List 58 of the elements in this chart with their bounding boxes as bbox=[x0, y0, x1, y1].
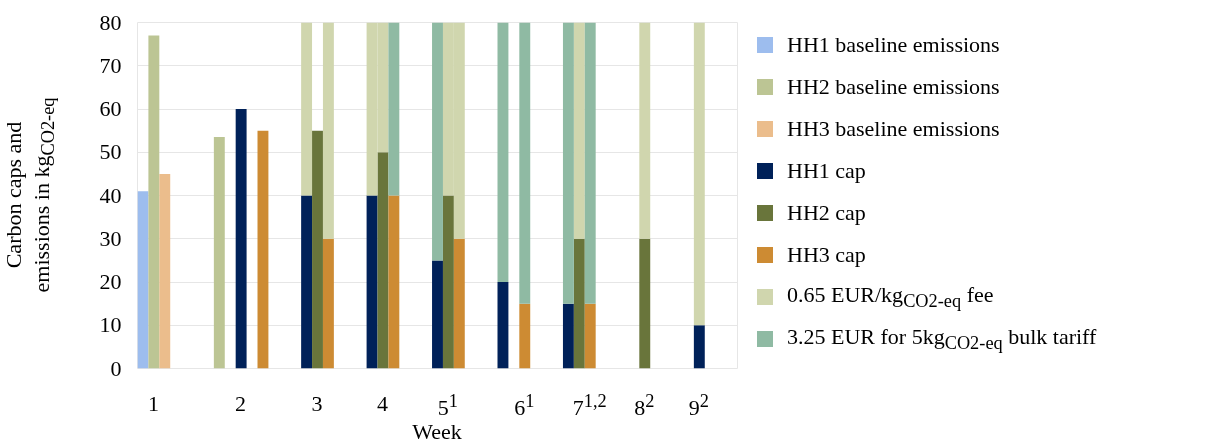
bar bbox=[432, 260, 443, 369]
y-tick-label: 80 bbox=[99, 9, 122, 35]
legend-label: HH3 cap bbox=[787, 241, 866, 270]
bar bbox=[432, 22, 443, 261]
bar bbox=[573, 238, 585, 369]
bar bbox=[257, 130, 269, 369]
legend-label: 0.65 EUR/kg$_{CO2-eq}$ fee bbox=[787, 281, 994, 314]
legend-label: HH1 baseline emissions bbox=[787, 31, 1000, 60]
bar bbox=[301, 22, 313, 196]
y-tick-label: 30 bbox=[99, 225, 122, 251]
bar bbox=[639, 22, 651, 239]
bar bbox=[235, 109, 247, 369]
y-tick-label: 50 bbox=[99, 139, 122, 165]
bar bbox=[573, 22, 585, 239]
bar bbox=[442, 195, 454, 369]
bar bbox=[388, 22, 400, 196]
legend-label: HH1 cap bbox=[787, 157, 866, 186]
y-tick-label: 20 bbox=[99, 269, 122, 294]
x-tick-label: 3 bbox=[311, 390, 323, 418]
x-tick-label: 7$^{1,2}$ bbox=[572, 390, 607, 423]
bar bbox=[322, 238, 334, 369]
bar bbox=[322, 22, 334, 239]
x-tick-label: 4 bbox=[377, 390, 388, 418]
y-tick-label: 40 bbox=[99, 182, 122, 208]
bar bbox=[377, 152, 389, 369]
bar bbox=[562, 22, 574, 304]
y-tick-label: 0 bbox=[110, 355, 122, 381]
legend-label: HH3 baseline emissions bbox=[787, 115, 1000, 144]
bar bbox=[639, 238, 651, 369]
legend-label: HH2 cap bbox=[787, 199, 866, 228]
bar bbox=[562, 303, 574, 369]
x-tick-label: 8$^{2}$ bbox=[634, 390, 655, 423]
legend-label: HH2 baseline emissions bbox=[787, 73, 1000, 102]
y-tick-label: 60 bbox=[99, 96, 122, 121]
y-tick-label: 70 bbox=[99, 52, 122, 78]
bar bbox=[453, 238, 465, 369]
bar bbox=[584, 22, 596, 304]
bar bbox=[388, 195, 400, 369]
bar bbox=[497, 282, 509, 369]
bar bbox=[312, 130, 323, 369]
y-tick-label: 10 bbox=[99, 312, 122, 338]
bar bbox=[519, 22, 531, 304]
bar bbox=[693, 325, 705, 369]
x-tick-label: 6$^{1}$ bbox=[514, 390, 535, 423]
bar bbox=[693, 22, 705, 326]
x-tick-label: 1 bbox=[147, 390, 159, 418]
bar bbox=[366, 195, 378, 369]
bar bbox=[519, 303, 531, 369]
bar bbox=[301, 195, 313, 369]
bar bbox=[148, 35, 160, 369]
bar bbox=[497, 22, 509, 282]
bar bbox=[137, 191, 149, 369]
bar bbox=[584, 303, 596, 369]
x-tick-label: 9$^{2}$ bbox=[688, 390, 709, 423]
bar bbox=[213, 137, 225, 369]
legend-label: 3.25 EUR for 5kg$_{CO2-eq}$ bulk tariff bbox=[787, 323, 1097, 356]
x-tick-label: 2 bbox=[235, 390, 247, 418]
bar bbox=[159, 173, 171, 369]
